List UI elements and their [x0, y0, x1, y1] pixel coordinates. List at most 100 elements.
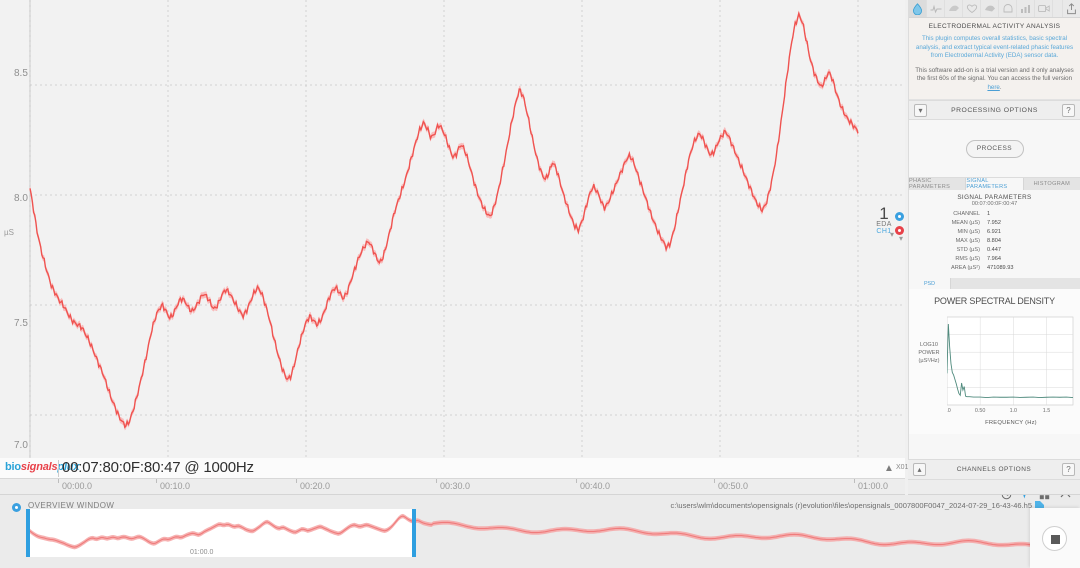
svg-text:0.0: 0.0: [947, 408, 951, 414]
full-version-link[interactable]: here: [987, 83, 1000, 91]
param-key: RMS (µS): [955, 256, 980, 262]
table-row: CHANNEL 1: [909, 210, 1080, 219]
chevron-down-icon-channel[interactable]: ▾: [890, 230, 895, 239]
channel-badge[interactable]: 1 EDA CH1: [862, 205, 906, 252]
param-value: 8.804: [987, 238, 1001, 244]
table-row: MIN (µS) 6.921: [909, 228, 1080, 237]
stop-icon: [1051, 535, 1060, 544]
zoom-level-label: X01: [896, 464, 909, 471]
channel-visibility-icon[interactable]: [895, 212, 904, 221]
signal-parameters-title: SIGNAL PARAMETERS: [957, 194, 1032, 201]
x-tick-3: 00:30.0: [435, 479, 471, 491]
svg-text:1.5: 1.5: [1043, 408, 1051, 414]
processing-options-label: PROCESSING OPTIONS: [951, 106, 1038, 114]
trial-text-2: .: [999, 83, 1002, 91]
power-spectral-density-chart: POWER SPECTRAL DENSITY LOG10 POWER (µS²/…: [909, 289, 1080, 434]
psd-y-axis-label: LOG10 POWER (µS²/Hz): [911, 341, 947, 365]
muscle-icon[interactable]: [981, 0, 999, 17]
help-icon-channels[interactable]: ?: [1062, 463, 1075, 476]
table-row: MAX (µS) 8.804: [909, 237, 1080, 246]
param-key: MAX (µS): [955, 238, 980, 244]
divider: [58, 460, 59, 477]
plugin-description: This plugin computes overall statistics,…: [915, 35, 1074, 59]
trial-text-1: This software add-on is a trial version …: [915, 66, 1074, 83]
plugin-toolbar[interactable]: [909, 0, 1080, 18]
param-key: CHANNEL: [953, 211, 980, 217]
overview-visibility-icon[interactable]: [12, 503, 21, 512]
psd-x-axis-label: FREQUENCY (Hz): [985, 420, 1037, 426]
eda-plugin-panel: ELECTRODERMAL ACTIVITY ANALYSIS This plu…: [908, 0, 1080, 495]
stop-button[interactable]: [1042, 526, 1067, 551]
recording-control-card: [1030, 508, 1080, 568]
heart-icon[interactable]: [963, 0, 981, 17]
parameters-tabs[interactable]: PHASIC PARAMETERS SIGNAL PARAMETERS HIST…: [909, 178, 1080, 190]
tab-signal-parameters[interactable]: SIGNAL PARAMETERS: [966, 178, 1024, 190]
x-tick-5: 00:50.0: [713, 479, 749, 491]
tab-histogram[interactable]: HISTOGRAM: [1023, 178, 1080, 190]
y-axis-unit-label: µS: [4, 228, 14, 237]
file-icon[interactable]: [1035, 501, 1044, 511]
chevron-up-icon-plot[interactable]: ▲: [884, 463, 894, 474]
table-row: MEAN (µS) 7.952: [909, 219, 1080, 228]
x-tick-4: 00:40.0: [575, 479, 611, 491]
tab-psd[interactable]: PSD: [909, 278, 951, 289]
channel-record-icon[interactable]: [895, 226, 904, 235]
chevron-down-icon-processing[interactable]: ▾: [914, 103, 927, 117]
camera-icon[interactable]: [1035, 0, 1053, 17]
overview-handle-left[interactable]: [26, 509, 30, 557]
plugin-intro: ELECTRODERMAL ACTIVITY ANALYSIS This plu…: [909, 18, 1080, 100]
logo-signals: signals: [20, 461, 58, 473]
y-axis-ticks: 8.5 8.0 7.5 7.0: [14, 0, 38, 458]
logo-bio: bio: [5, 461, 21, 473]
timecode-bar: biosignalsplux 00:07:80:0F:80:47 @ 1000H…: [0, 458, 909, 479]
svg-text:0.50: 0.50: [975, 408, 986, 414]
tab-phasic-parameters[interactable]: PHASIC PARAMETERS: [909, 178, 967, 190]
eda-signal-svg: [29, 0, 905, 458]
eda-drop-icon[interactable]: [909, 0, 927, 17]
process-zone: PROCESS: [909, 120, 1080, 178]
table-row: STD (µS) 0.447: [909, 246, 1080, 255]
ecg-icon[interactable]: [927, 0, 945, 17]
channels-options-label: CHANNELS OPTIONS: [956, 466, 1032, 473]
param-value: 1: [987, 211, 991, 217]
emg-icon[interactable]: [945, 0, 963, 17]
chevron-down-icon-channel-2[interactable]: ▾: [899, 234, 904, 243]
x-tick-6: 01:00.0: [853, 479, 889, 491]
brain-icon[interactable]: [999, 0, 1017, 17]
psd-tabs[interactable]: PSD: [909, 278, 1080, 289]
y-tick-3: 7.0: [14, 440, 28, 451]
overview-handle-right[interactable]: [412, 509, 416, 557]
psd-title: POWER SPECTRAL DENSITY: [934, 296, 1055, 306]
chart-icon[interactable]: [1017, 0, 1035, 17]
svg-text:1.0: 1.0: [1010, 408, 1018, 414]
channels-options-header[interactable]: ▴ CHANNELS OPTIONS ?: [908, 459, 1080, 480]
processing-options-header[interactable]: ▾ PROCESSING OPTIONS ?: [909, 100, 1080, 120]
param-key: MEAN (µS): [951, 220, 980, 226]
chevron-up-icon-channels[interactable]: ▴: [913, 463, 926, 476]
overview-window[interactable]: OVERVIEW WINDOW c:\users\wlm\documents\o…: [0, 489, 1080, 568]
channel-type: EDA: [876, 221, 892, 228]
x-tick-1: 00:10.0: [155, 479, 191, 491]
x-axis-ticks: 00:00.0 00:10.0 00:20.0 00:30.0 00:40.0 …: [0, 479, 905, 495]
y-tick-2: 7.5: [14, 318, 28, 329]
psd-tab-filler: [951, 278, 1080, 289]
table-row: AREA (µS²) 471089.93: [909, 264, 1080, 273]
export-icon[interactable]: [1062, 0, 1080, 17]
overview-selection-region[interactable]: [28, 509, 416, 557]
param-value: 471089.93: [987, 265, 1014, 271]
help-icon-processing[interactable]: ?: [1062, 103, 1075, 117]
param-value: 7.952: [987, 220, 1001, 226]
psd-ylabel-line1: LOG10: [919, 342, 939, 348]
plot-gridlines: [29, 0, 905, 458]
y-tick-0: 8.5: [14, 68, 28, 79]
channel-id: CH1: [876, 228, 892, 235]
psd-svg: 4.02.00.0-2.0-4.0-6.00.00.501.01.5: [947, 316, 1074, 414]
process-button[interactable]: PROCESS: [965, 139, 1024, 158]
x-tick-0: 00:00.0: [57, 479, 93, 491]
signal-parameters-panel: SIGNAL PARAMETERS 00:07:00:0F:00:47 CHAN…: [909, 190, 1080, 278]
overview-signal-svg: [27, 513, 1080, 553]
eda-signal-plot[interactable]: 8.5 8.0 7.5 7.0 µS 1 EDA CH1 ▾ ▾: [0, 0, 905, 458]
y-tick-1: 8.0: [14, 193, 28, 204]
panel-divider: [908, 480, 1080, 495]
psd-ylabel-line3: (µS²/Hz): [918, 358, 940, 364]
